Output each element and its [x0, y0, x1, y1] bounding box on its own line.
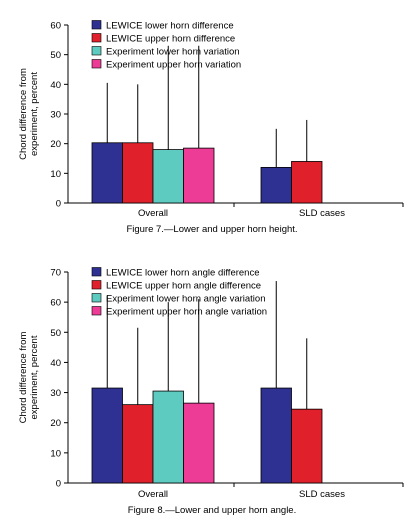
legend-label: LEWICE upper horn angle difference [106, 281, 261, 292]
y-tick-label: 60 [50, 21, 61, 32]
bar-3-overall [152, 390, 184, 484]
y-axis-title: Chord difference from experiment, percent [18, 332, 40, 424]
y-axis-title-line: Chord difference from [18, 68, 29, 160]
bar-1-sld-cases [260, 166, 292, 204]
y-tick-label: 10 [50, 169, 61, 180]
y-tick-label: 40 [50, 358, 61, 369]
bar-1-sld-cases [260, 387, 292, 484]
y-axis-title: Chord difference from experiment, percent [18, 68, 40, 160]
legend-swatch [91, 59, 102, 69]
legend-swatch [91, 293, 102, 303]
x-category-label: SLD cases [299, 208, 345, 219]
y-tick-label: 30 [50, 388, 61, 399]
x-category-label: Overall [138, 489, 168, 500]
y-tick-label: 50 [50, 50, 61, 61]
chart-horn-height: 0 10 20 30 40 50 60 Chord difference from experi… [18, 20, 404, 235]
bar-2-overall [122, 404, 154, 484]
y-axis-title-line: experiment, percent [29, 335, 40, 419]
y-tick-label: 60 [50, 298, 61, 309]
bar-2-overall [122, 142, 154, 204]
bar-1-overall [91, 142, 123, 204]
legend-swatch [91, 306, 102, 316]
bar-3-overall [152, 149, 184, 204]
figure-7: 0 10 20 30 40 50 60 Chord difference from experi… [18, 20, 404, 235]
legend-swatch [91, 20, 102, 30]
y-axis-title-line: Chord difference from [18, 332, 29, 424]
y-tick-label: 70 [50, 268, 61, 279]
figure-caption: Figure 7.—Lower and upper horn height. [126, 224, 297, 235]
y-tick-label: 20 [50, 139, 61, 150]
chart-horn-angle: 0 10 20 30 40 50 60 70 Chord difference from expe… [18, 267, 404, 516]
x-category-label: Overall [138, 208, 168, 219]
legend-label: LEWICE lower horn difference [106, 21, 234, 32]
y-tick-label: 50 [50, 328, 61, 339]
legend-label: LEWICE lower horn angle difference [106, 268, 260, 279]
figure-8: 0 10 20 30 40 50 60 70 Chord difference from expe… [0, 265, 420, 530]
y-tick-label: 20 [50, 418, 61, 429]
y-tick-label: 0 [56, 479, 61, 490]
y-axis-title-line: experiment, percent [29, 72, 40, 156]
bar-2-sld-cases [291, 408, 323, 484]
legend-swatch [91, 280, 102, 290]
x-category-label: SLD cases [299, 489, 345, 500]
bar-4-overall [183, 402, 215, 484]
legend-label: Experiment upper horn angle variation [106, 307, 267, 318]
legend-swatch [91, 267, 102, 277]
bar-2-sld-cases [291, 161, 323, 204]
y-tick-label: 30 [50, 110, 61, 121]
legend-label: Experiment lower horn variation [106, 47, 240, 58]
bar-4-overall [183, 147, 215, 204]
y-tick-label: 0 [56, 199, 61, 210]
figure-caption: Figure 8.—Lower and upper horn angle. [128, 505, 296, 516]
legend-label: LEWICE upper horn difference [106, 34, 235, 45]
y-tick-label: 10 [50, 448, 61, 459]
legend-label: Experiment lower horn angle variation [106, 294, 265, 305]
legend-swatch [91, 46, 102, 56]
legend-label: Experiment upper horn variation [106, 60, 241, 71]
legend-swatch [91, 33, 102, 43]
y-tick-label: 40 [50, 80, 61, 91]
bar-1-overall [91, 387, 123, 484]
